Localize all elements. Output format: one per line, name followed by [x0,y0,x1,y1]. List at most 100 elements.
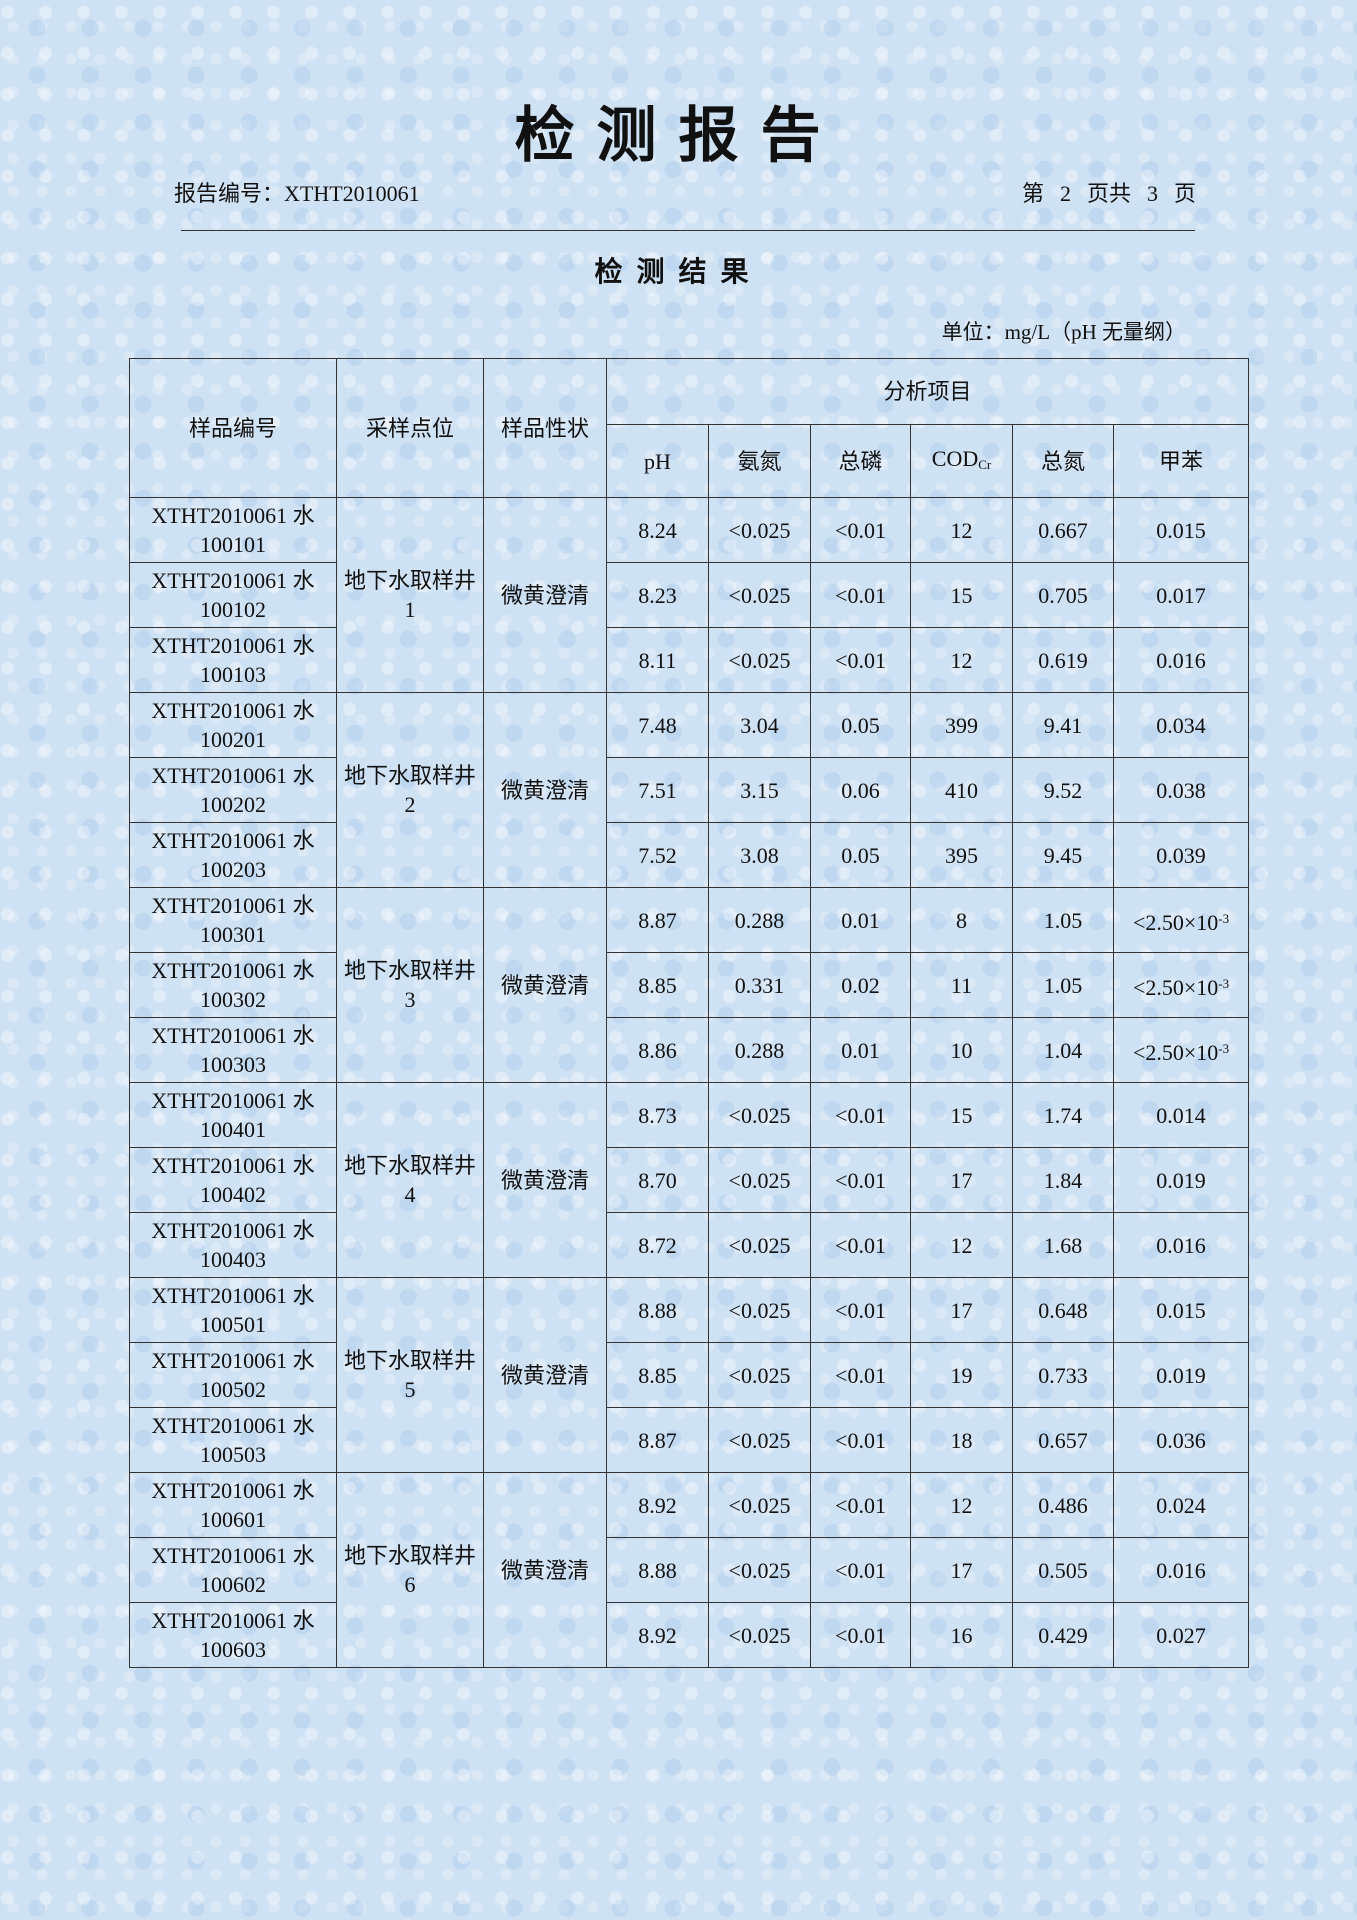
cell-toluene-exponent: -3 [1218,975,1230,991]
cell-toluene: <2.50×10-3 [1112,1017,1250,1083]
cell-ammonia: 0.288 [708,1017,811,1083]
table-row: XTHT2010061 水 100303 8.86 0.288 0.01 10 1.04 <… [129,1017,1250,1083]
cell-toluene: 0.038 [1112,757,1250,823]
cell-cod: 15 [910,1082,1013,1148]
cell-cod: 399 [910,692,1013,758]
cell-ammonia: <0.025 [708,497,811,563]
table-row: XTHT2010061 水 100202 7.51 3.15 0.06 410 9.52 0… [129,757,1250,823]
cell-total-p: <0.01 [810,627,911,693]
cell-cod: 15 [910,562,1013,628]
cell-sample-no: XTHT2010061 水 100203 [129,822,337,888]
header-total-p: 总磷 [810,424,911,498]
cell-sample-no: XTHT2010061 水 100503 [129,1407,337,1473]
cell-ammonia: <0.025 [708,1602,811,1668]
cell-ph: 8.88 [606,1277,709,1343]
cell-toluene: 0.039 [1112,822,1250,888]
cell-toluene-exponent: -3 [1218,910,1230,926]
table-row: XTHT2010061 水 100103 8.11 <0.025 <0.01 12 0.6… [129,627,1250,693]
cell-total-p: 0.05 [810,822,911,888]
cell-total-p: <0.01 [810,1407,911,1473]
cell-toluene-exponent: -3 [1218,1040,1230,1056]
header-appearance: 样品性状 [483,358,607,498]
cell-total-p: 0.06 [810,757,911,823]
cell-sample-no: XTHT2010061 水 100102 [129,562,337,628]
cell-ammonia: <0.025 [708,1342,811,1408]
cell-ammonia: <0.025 [708,1147,811,1213]
cell-total-n: 1.05 [1012,952,1114,1018]
cell-total-p: <0.01 [810,1147,911,1213]
cell-total-n: 0.505 [1012,1537,1114,1603]
report-number-label: 报告编号： [174,181,285,206]
cell-cod: 17 [910,1147,1013,1213]
cell-ph: 8.92 [606,1602,709,1668]
header-ammonia: 氨氮 [708,424,811,498]
cell-appearance: 微黄澄清 [483,692,607,888]
page-prefix: 第 [1021,181,1044,206]
cell-cod: 395 [910,822,1013,888]
cell-ph: 8.85 [606,952,709,1018]
cell-cod: 12 [910,1472,1013,1538]
cell-location: 地下水取样井 6 [336,1472,484,1668]
cell-ammonia: 0.331 [708,952,811,1018]
cell-sample-no: XTHT2010061 水 100202 [129,757,337,823]
table-row: XTHT2010061 水 100501 地下水取样井 5 微黄澄清 8.88 <0.0… [129,1277,1250,1473]
cell-total-n: 0.486 [1012,1472,1114,1538]
cell-sample-no: XTHT2010061 水 100502 [129,1342,337,1408]
cell-total-n: 0.657 [1012,1407,1114,1473]
cell-ammonia: 0.288 [708,887,811,953]
cell-toluene: 0.014 [1112,1082,1250,1148]
table-row: XTHT2010061 水 100403 8.72 <0.025 <0.01 12 1.6… [129,1212,1250,1278]
cell-ammonia: <0.025 [708,627,811,693]
table-row: XTHT2010061 水 100601 地下水取样井 6 微黄澄清 8.92 <0.0… [129,1472,1250,1668]
cell-total-p: <0.01 [810,1472,911,1538]
cell-ph: 8.87 [606,887,709,953]
cell-total-p: <0.01 [810,1212,911,1278]
cell-ph: 7.48 [606,692,709,758]
cell-total-p: <0.01 [810,1537,911,1603]
cell-toluene: <2.50×10-3 [1112,952,1250,1018]
cell-toluene: 0.019 [1112,1342,1250,1408]
cell-toluene-value: <2.50×10 [1132,1039,1219,1065]
cell-sample-no: XTHT2010061 水 100602 [129,1537,337,1603]
cell-appearance: 微黄澄清 [483,1277,607,1473]
unit-note: 单位：mg/L（pH 无量纲） [941,320,1186,344]
cell-ph: 8.86 [606,1017,709,1083]
cell-toluene: 0.036 [1112,1407,1250,1473]
header-cod-label: COD [931,445,979,471]
cell-sample-no: XTHT2010061 水 100601 [129,1472,337,1538]
header-location: 采样点位 [336,358,484,498]
cell-cod: 16 [910,1602,1013,1668]
cell-cod: 12 [910,497,1013,563]
cell-ammonia: <0.025 [708,1277,811,1343]
cell-sample-no: XTHT2010061 水 100402 [129,1147,337,1213]
cell-sample-no: XTHT2010061 水 100302 [129,952,337,1018]
cell-ph: 8.11 [606,627,709,693]
results-table: 样品编号 采样点位 样品性状 分析项目 pH 氨氮 总磷 CODCr 总氮 甲苯… [129,358,1250,1668]
cell-total-n: 0.648 [1012,1277,1114,1343]
header-sample-no: 样品编号 [129,358,337,498]
header-ph: pH [606,424,709,498]
cell-total-p: 0.01 [810,887,911,953]
table-row: XTHT2010061 水 100101 地下水取样井 1 微黄澄清 8.24 <0.0… [129,497,1250,693]
cell-total-n: 1.05 [1012,887,1114,953]
cell-total-p: <0.01 [810,497,911,563]
table-row: XTHT2010061 水 100301 地下水取样井 3 微黄澄清 8.87 0.28… [129,887,1250,1083]
table-row: XTHT2010061 水 100602 8.88 <0.025 <0.01 17 0.5… [129,1537,1250,1603]
header-total-n: 总氮 [1012,424,1114,498]
cell-cod: 8 [910,887,1013,953]
cell-total-n: 0.619 [1012,627,1114,693]
table-row: XTHT2010061 水 100502 8.85 <0.025 <0.01 19 0.7… [129,1342,1250,1408]
cell-toluene: 0.034 [1112,692,1250,758]
cell-toluene-value: <2.50×10 [1132,974,1219,1000]
cell-location: 地下水取样井 4 [336,1082,484,1278]
cell-sample-no: XTHT2010061 水 100501 [129,1277,337,1343]
cell-toluene: 0.016 [1112,627,1250,693]
cell-toluene: 0.015 [1112,497,1250,563]
cell-total-p: 0.02 [810,952,911,1018]
header-cod: CODCr [910,424,1013,498]
cell-toluene: 0.016 [1112,1537,1250,1603]
cell-sample-no: XTHT2010061 水 100603 [129,1602,337,1668]
cell-toluene: <2.50×10-3 [1112,887,1250,953]
cell-total-n: 0.667 [1012,497,1114,563]
cell-cod: 410 [910,757,1013,823]
